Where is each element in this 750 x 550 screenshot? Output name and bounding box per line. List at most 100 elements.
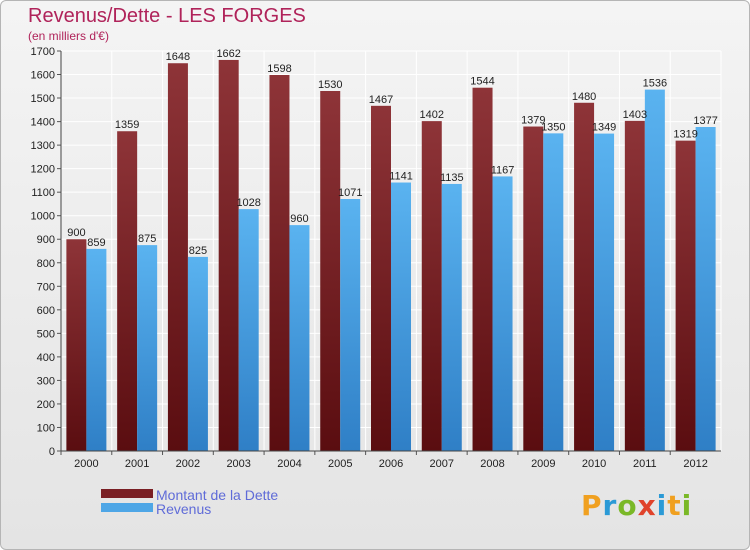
data-label: 1598	[267, 63, 291, 75]
data-label: 1648	[166, 51, 190, 63]
data-label: 1141	[389, 171, 413, 183]
y-tick-label: 600	[37, 305, 55, 317]
bar-dette	[675, 140, 696, 451]
data-label: 1662	[216, 48, 240, 60]
bar-dette	[574, 102, 595, 451]
x-tick-label: 2006	[379, 458, 403, 470]
data-label: 1349	[592, 122, 616, 134]
x-tick-label: 2003	[226, 458, 250, 470]
y-tick-label: 0	[49, 446, 55, 458]
data-label: 1536	[643, 78, 667, 90]
data-label: 1319	[673, 129, 697, 141]
logo-letter: P	[581, 489, 603, 522]
data-label: 960	[290, 213, 308, 225]
y-tick-label: 1100	[31, 187, 55, 199]
proxiti-logo: Proxiti	[581, 489, 692, 522]
data-label: 1135	[440, 172, 464, 184]
y-tick-label: 800	[37, 258, 55, 270]
bar-dette	[320, 91, 341, 451]
bar-revenus	[137, 245, 158, 451]
data-label: 1167	[491, 164, 515, 176]
bar-dette	[269, 75, 290, 451]
logo-letter: i	[656, 489, 668, 522]
y-tick-label: 1500	[31, 93, 55, 105]
x-tick-label: 2007	[430, 458, 454, 470]
y-tick-label: 1000	[31, 211, 55, 223]
y-tick-label: 1700	[31, 46, 55, 58]
axes: 0 100 200 300 400 500 600 700 800 900 1000 1100 1200…	[31, 46, 721, 470]
chart-title: Revenus/Dette - LES FORGES	[28, 5, 306, 27]
y-tick-label: 700	[37, 281, 55, 293]
data-label: 1359	[115, 119, 139, 131]
x-tick-label: 2001	[125, 458, 149, 470]
data-label: 1402	[420, 109, 444, 121]
data-label: 1530	[318, 79, 342, 91]
data-label: 875	[138, 233, 156, 245]
bar-revenus	[86, 248, 107, 451]
y-tick-label: 500	[37, 328, 55, 340]
logo-letter: t	[667, 489, 682, 522]
y-tick-label: 200	[37, 399, 55, 411]
legend-swatch-revenus	[101, 503, 153, 512]
bar-dette	[167, 63, 188, 452]
legend-swatch-dette	[101, 489, 153, 498]
data-label: 859	[87, 237, 105, 249]
data-label: 1379	[521, 115, 545, 127]
bar-revenus	[391, 182, 411, 451]
y-tick-label: 1400	[31, 117, 55, 129]
x-tick-label: 2011	[633, 458, 657, 470]
x-tick-label: 2004	[277, 458, 301, 470]
data-label: 1480	[572, 91, 596, 103]
bar-revenus	[543, 133, 564, 451]
bar-dette	[523, 126, 544, 451]
bar-dette	[421, 121, 442, 451]
y-tick-label: 100	[37, 422, 55, 434]
x-tick-label: 2009	[531, 458, 555, 470]
data-label: 1028	[236, 197, 260, 209]
data-label: 1377	[693, 115, 717, 127]
bar-revenus	[695, 127, 716, 451]
data-label: 1467	[369, 94, 393, 106]
x-tick-label: 2008	[480, 458, 504, 470]
legend-label-dette: Montant de la Dette	[156, 487, 278, 503]
y-tick-label: 300	[37, 375, 55, 387]
logo-letter: i	[681, 489, 693, 522]
bar-revenus	[340, 199, 361, 451]
logo-letter: o	[617, 489, 638, 522]
y-tick-label: 1600	[31, 70, 55, 82]
bar-dette	[472, 87, 493, 452]
data-label: 1071	[338, 187, 362, 199]
legend-label-revenus: Revenus	[156, 501, 211, 517]
x-tick-label: 2002	[176, 458, 200, 470]
bar-dette	[66, 239, 87, 451]
y-tick-label: 400	[37, 352, 55, 364]
bar-revenus	[289, 225, 310, 451]
data-label: 1350	[541, 121, 565, 133]
y-tick-label: 900	[37, 234, 55, 246]
bar-dette	[218, 59, 239, 452]
bar-revenus	[187, 256, 208, 451]
bar-revenus	[441, 183, 462, 452]
x-tick-label: 2005	[328, 458, 352, 470]
data-label: 825	[189, 245, 207, 257]
data-label: 1403	[623, 109, 647, 121]
logo-letter: x	[637, 489, 657, 522]
x-tick-label: 2000	[74, 458, 98, 470]
logo-letter: r	[602, 489, 618, 522]
bar-revenus	[644, 89, 665, 452]
chart-subtitle: (en milliers d'€)	[28, 29, 109, 43]
bar-dette	[371, 105, 391, 451]
bar-revenus	[238, 209, 259, 451]
bar-revenus	[594, 133, 615, 451]
y-tick-label: 1200	[31, 164, 55, 176]
x-tick-label: 2010	[582, 458, 606, 470]
data-label: 1544	[470, 76, 494, 88]
bar-revenus	[492, 176, 513, 452]
bar-dette	[117, 131, 138, 451]
data-label: 900	[67, 227, 85, 239]
bars	[66, 59, 716, 452]
